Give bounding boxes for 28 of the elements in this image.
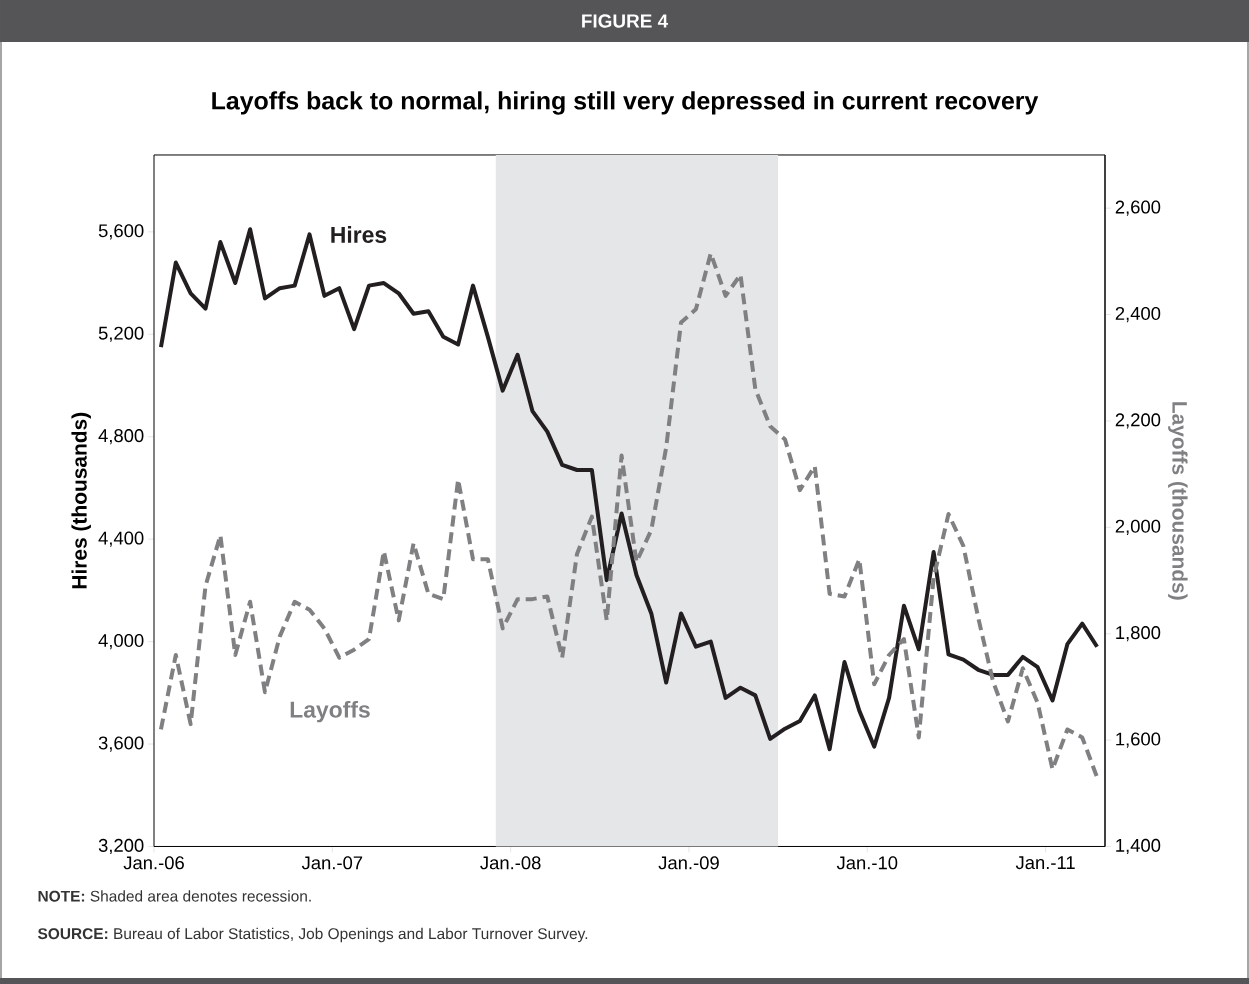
y2-tick-label: 1,600 [1116, 732, 1161, 748]
x-tick-label: Jan.-09 [658, 856, 719, 870]
x-tick-label: Jan.-08 [480, 856, 541, 870]
chart-title: Layoffs back to normal, hiring still very depressed in current recovery [212, 91, 1039, 115]
y2-tick-label: 1,800 [1116, 626, 1161, 642]
y-tick-label: 4,400 [98, 531, 144, 547]
x-tick-label: Jan.-07 [301, 856, 363, 870]
y-tick-label: 3,600 [98, 736, 144, 752]
text: NOTE: Shaded area denotes recession. [38, 890, 311, 902]
caption: FIGURE 4 [582, 14, 669, 28]
y2-tick-label: 2,600 [1115, 200, 1161, 216]
y-tick-label: 5,200 [98, 326, 144, 342]
y-tick-label: 5,600 [98, 224, 144, 240]
text: SOURCE: Bureau of Labor Statistics, Job Openings and Labor Turnover Survey. [37, 927, 588, 943]
y-tick-label: 3,200 [98, 838, 144, 855]
x-tick-label: Jan.-10 [836, 856, 898, 870]
series-label: Layoffs [290, 700, 370, 723]
y-axis-title: Hires (thousands) [71, 412, 91, 589]
y2-tick-label: 2,000 [1115, 519, 1161, 535]
series-label: Hires [331, 226, 387, 243]
y2-axis-title: Layoffs (thousands) [1168, 402, 1188, 600]
y-tick-label: 4,800 [98, 429, 144, 445]
y2-tick-label: 2,400 [1115, 306, 1161, 323]
y2-tick-label: 1,400 [1116, 838, 1161, 855]
y-tick-label: 4,000 [98, 633, 144, 650]
x-tick-label: Jan.-11 [1015, 856, 1075, 870]
y2-tick-label: 2,200 [1115, 413, 1161, 429]
x-tick-label: Jan.-06 [123, 856, 184, 870]
